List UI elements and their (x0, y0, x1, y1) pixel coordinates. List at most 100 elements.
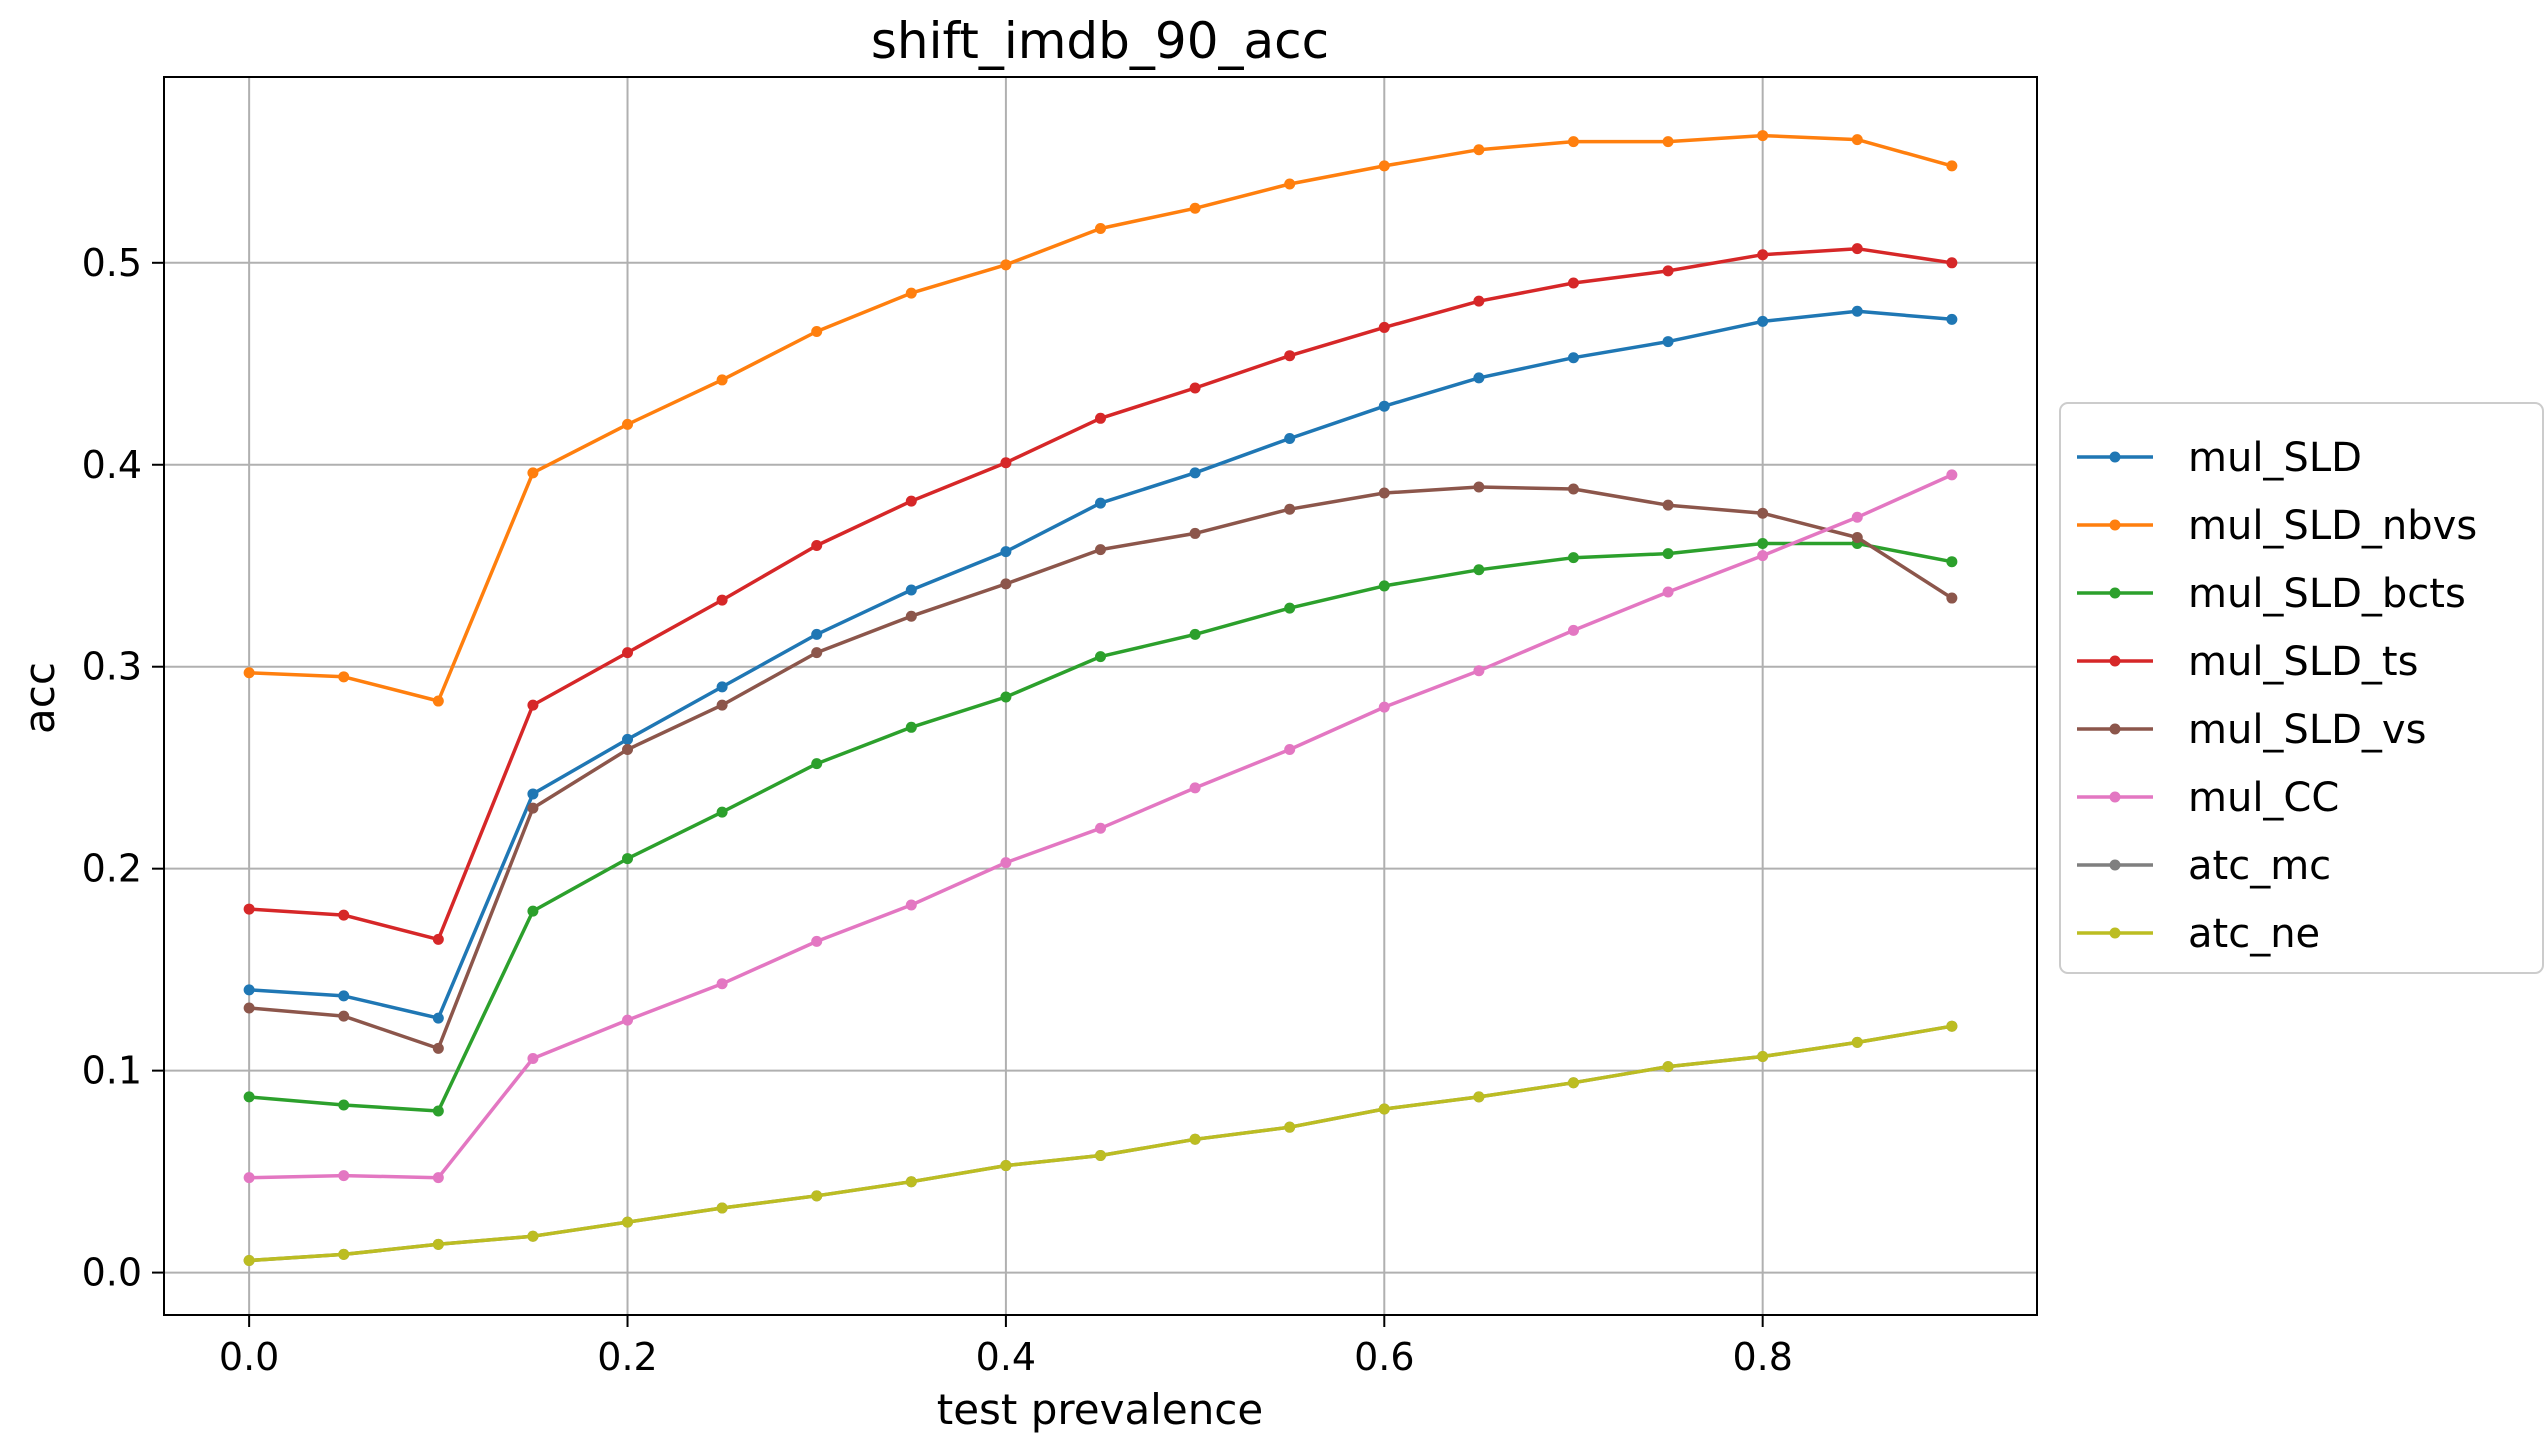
data-point (811, 540, 823, 552)
data-point (527, 467, 539, 479)
data-point (1757, 507, 1769, 519)
data-point (811, 628, 823, 640)
legend-label: mul_SLD_vs (2188, 707, 2426, 753)
data-point (1095, 412, 1106, 424)
data-point (1095, 1149, 1106, 1161)
legend-swatch-marker (2109, 859, 2121, 871)
data-point (432, 1172, 444, 1184)
legend-swatch-marker (2109, 587, 2121, 599)
data-point (527, 802, 539, 814)
data-point (1946, 556, 1958, 568)
data-point (1284, 503, 1296, 515)
legend-label: mul_SLD_ts (2188, 639, 2418, 685)
data-point (1284, 602, 1296, 614)
data-point (1946, 257, 1958, 269)
data-point (1095, 222, 1106, 234)
chart-title: shift_imdb_90_acc (871, 12, 1329, 70)
legend: mul_SLD mul_SLD_nbvs mul_SLD_bcts mul_SLD_t… (2059, 402, 2544, 974)
y-tick-label: 0.5 (82, 241, 142, 285)
y-tick-label: 0.3 (82, 645, 142, 689)
data-point (1662, 1061, 1674, 1073)
data-point (716, 1202, 728, 1214)
data-point (1473, 665, 1485, 677)
legend-item-mul_SLD_bcts: mul_SLD_bcts (2077, 571, 2466, 617)
data-point (1567, 1077, 1579, 1089)
data-point (716, 594, 728, 606)
legend-label: mul_SLD_nbvs (2188, 503, 2477, 549)
data-point (1000, 259, 1012, 271)
data-point (432, 1238, 444, 1250)
data-point (1851, 305, 1863, 317)
data-point (1284, 178, 1296, 190)
data-point (243, 1172, 255, 1184)
data-point (1851, 134, 1863, 146)
data-point (432, 1105, 444, 1117)
data-point (1473, 1091, 1485, 1103)
data-point (1189, 1133, 1201, 1145)
legend-swatch-marker (2109, 451, 2121, 463)
data-point (1946, 313, 1958, 325)
data-point (905, 721, 917, 733)
data-point (1662, 499, 1674, 511)
data-point (1662, 548, 1674, 560)
data-point (1567, 352, 1579, 364)
data-point (1662, 136, 1674, 148)
data-point (905, 287, 917, 299)
data-point (1567, 136, 1579, 148)
data-point (1851, 511, 1863, 523)
data-point (1567, 552, 1579, 564)
y-tick-label: 0.4 (82, 443, 142, 487)
data-point (905, 610, 917, 622)
legend-label: mul_SLD (2188, 435, 2362, 481)
data-point (1284, 350, 1296, 362)
data-point (432, 695, 444, 707)
data-point (432, 1042, 444, 1054)
data-point (1757, 249, 1769, 261)
data-point (1757, 130, 1769, 142)
legend-swatch-marker (2109, 519, 2121, 531)
data-point (1567, 483, 1579, 495)
data-point (905, 899, 917, 911)
data-point (811, 1190, 823, 1202)
legend-item-mul_SLD_vs: mul_SLD_vs (2077, 707, 2426, 753)
data-point (338, 990, 350, 1002)
data-point (1189, 202, 1201, 214)
data-point (338, 1248, 350, 1260)
data-point (243, 1091, 255, 1103)
data-point (1000, 546, 1012, 558)
data-point (338, 671, 350, 683)
data-point (1473, 372, 1485, 384)
data-point (243, 903, 255, 915)
data-point (622, 418, 634, 430)
legend-item-atc_ne: atc_ne (2077, 911, 2320, 957)
x-tick-label: 0.4 (976, 1335, 1036, 1379)
data-point (1189, 628, 1201, 640)
legend-item-atc_mc: atc_mc (2077, 843, 2331, 889)
data-point (622, 733, 634, 745)
data-point (1662, 336, 1674, 348)
data-point (716, 681, 728, 693)
data-point (338, 1099, 350, 1111)
series-mul_SLD_vs (243, 481, 1958, 1054)
data-point (716, 374, 728, 386)
data-point (1946, 160, 1958, 172)
data-point (1378, 1103, 1390, 1115)
data-point (1378, 487, 1390, 499)
data-point (1189, 467, 1201, 479)
data-point (1473, 481, 1485, 493)
legend-swatch-marker (2109, 655, 2121, 667)
legend-item-mul_SLD_nbvs: mul_SLD_nbvs (2077, 503, 2477, 549)
data-point (905, 1176, 917, 1188)
legend-label: atc_mc (2188, 843, 2331, 889)
data-point (716, 978, 728, 990)
y-tick-label: 0.1 (82, 1049, 142, 1093)
series-mul_SLD (243, 305, 1958, 1024)
data-point (622, 1014, 634, 1026)
data-point (1662, 265, 1674, 277)
data-point (1189, 382, 1201, 394)
x-tick-label: 0.6 (1354, 1335, 1414, 1379)
data-point (811, 647, 823, 659)
series-mul_SLD_nbvs (243, 130, 1958, 707)
data-point (1378, 160, 1390, 172)
